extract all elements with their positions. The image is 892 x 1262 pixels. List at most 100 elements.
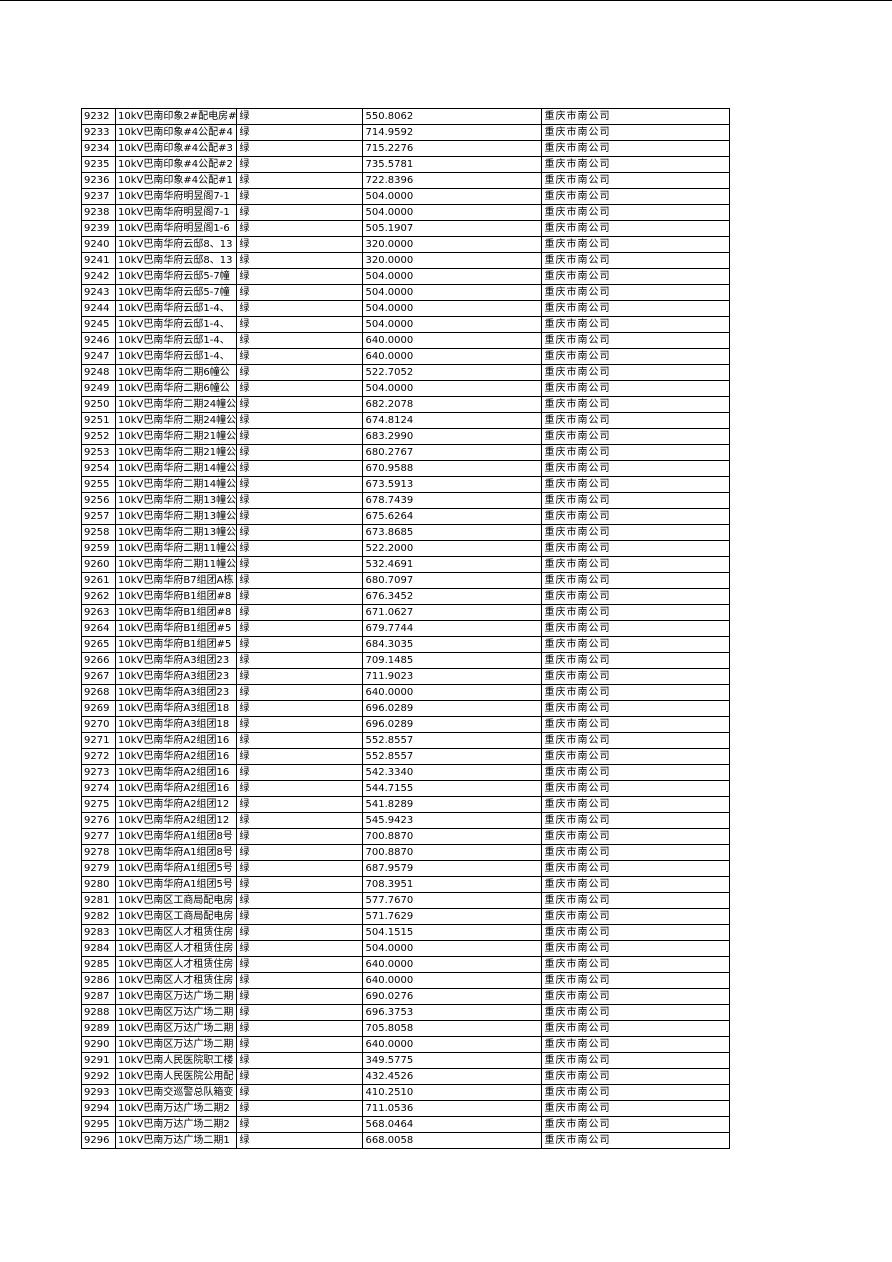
table-row: 9238 10kV巴南华府明昱阁7-1 绿 504.0000 重庆市南公司 [81,204,731,221]
row-id: 9279 [81,860,116,877]
row-id: 9268 [81,684,116,701]
status: 绿 [236,956,364,973]
table-row: 9235 10kV巴南印象#4公配#2 绿 735.5781 重庆市南公司 [81,156,731,173]
company: 重庆市南公司 [541,508,731,525]
company: 重庆市南公司 [541,380,731,397]
company: 重庆市南公司 [541,652,731,669]
table-row: 9295 10kV巴南万达广场二期2 绿 568.0464 重庆市南公司 [81,1116,731,1133]
value: 700.8870 [362,844,543,861]
row-id: 9257 [81,508,116,525]
company: 重庆市南公司 [541,332,731,349]
line-name: 10kV巴南万达广场二期2 [114,1116,238,1133]
value: 504.0000 [362,316,543,333]
line-name: 10kV巴南区万达广场二期 [114,1004,238,1021]
value: 722.8396 [362,172,543,189]
company: 重庆市南公司 [541,1100,731,1117]
table-row: 9250 10kV巴南华府二期24幢公绿 682.2078 重庆市南公司 [81,396,731,413]
status: 绿 [236,124,364,141]
line-name: 10kV巴南印象2#配电房# [114,108,238,125]
table-row: 9284 10kV巴南区人才租赁住房绿 504.0000 重庆市南公司 [81,940,731,957]
value: 504.1515 [362,924,543,941]
value: 675.6264 [362,508,543,525]
line-name: 10kV巴南华府二期14幢公 [114,476,238,493]
value: 682.2078 [362,396,543,413]
row-id: 9273 [81,764,116,781]
status: 绿 [236,780,364,797]
company: 重庆市南公司 [541,924,731,941]
row-id: 9285 [81,956,116,973]
table-row: 9248 10kV巴南华府二期6幢公绿 522.7052 重庆市南公司 [81,364,731,381]
line-name: 10kV巴南华府A1组团8号 [114,828,238,845]
value: 683.2990 [362,428,543,445]
table-row: 9296 10kV巴南万达广场二期1 绿 668.0058 重庆市南公司 [81,1132,731,1149]
value: 714.9592 [362,124,543,141]
line-name: 10kV巴南华府明昱阁1-6 [114,220,238,237]
row-id: 9288 [81,1004,116,1021]
row-id: 9245 [81,316,116,333]
table-row: 9281 10kV巴南区工商局配电房绿 577.7670 重庆市南公司 [81,892,731,909]
company: 重庆市南公司 [541,188,731,205]
company: 重庆市南公司 [541,892,731,909]
company: 重庆市南公司 [541,396,731,413]
row-id: 9233 [81,124,116,141]
row-id: 9236 [81,172,116,189]
line-name: 10kV巴南区人才租赁住房 [114,972,238,989]
table-row: 9239 10kV巴南华府明昱阁1-6 绿 505.1907 重庆市南公司 [81,220,731,237]
table-row: 9267 10kV巴南华府A3组团23 绿 711.9023 重庆市南公司 [81,668,731,685]
status: 绿 [236,540,364,557]
status: 绿 [236,588,364,605]
table-row: 9247 10kV巴南华府云邸1-4、绿 640.0000 重庆市南公司 [81,348,731,365]
row-id: 9259 [81,540,116,557]
status: 绿 [236,924,364,941]
status: 绿 [236,412,364,429]
table-row: 9290 10kV巴南区万达广场二期绿 640.0000 重庆市南公司 [81,1036,731,1053]
line-name: 10kV巴南印象#4公配#4 [114,124,238,141]
row-id: 9250 [81,396,116,413]
value: 544.7155 [362,780,543,797]
line-name: 10kV巴南华府B1组团#8 [114,604,238,621]
table-row: 9265 10kV巴南华府B1组团#5 绿 684.3035 重庆市南公司 [81,636,731,653]
table-row: 9278 10kV巴南华府A1组团8号绿 700.8870 重庆市南公司 [81,844,731,861]
row-id: 9238 [81,204,116,221]
row-id: 9258 [81,524,116,541]
line-name: 10kV巴南华府B1组团#8 [114,588,238,605]
company: 重庆市南公司 [541,156,731,173]
line-name: 10kV巴南华府A3组团23 [114,684,238,701]
company: 重庆市南公司 [541,1116,731,1133]
table-row: 9251 10kV巴南华府二期24幢公绿 674.8124 重庆市南公司 [81,412,731,429]
company: 重庆市南公司 [541,1068,731,1085]
status: 绿 [236,380,364,397]
row-id: 9295 [81,1116,116,1133]
status: 绿 [236,668,364,685]
value: 522.7052 [362,364,543,381]
company: 重庆市南公司 [541,140,731,157]
status: 绿 [236,396,364,413]
value: 640.0000 [362,684,543,701]
line-name: 10kV巴南华府明昱阁7-1 [114,204,238,221]
status: 绿 [236,876,364,893]
company: 重庆市南公司 [541,540,731,557]
table-row: 9291 10kV巴南人民医院职工楼绿 349.5775 重庆市南公司 [81,1052,731,1069]
value: 541.8289 [362,796,543,813]
value: 552.8557 [362,748,543,765]
company: 重庆市南公司 [541,636,731,653]
value: 545.9423 [362,812,543,829]
line-name: 10kV巴南区人才租赁住房 [114,924,238,941]
row-id: 9266 [81,652,116,669]
line-name: 10kV巴南华府A2组团16 [114,748,238,765]
value: 690.0276 [362,988,543,1005]
value: 680.2767 [362,444,543,461]
status: 绿 [236,684,364,701]
line-name: 10kV巴南区工商局配电房 [114,908,238,925]
status: 绿 [236,1036,364,1053]
status: 绿 [236,156,364,173]
company: 重庆市南公司 [541,300,731,317]
line-name: 10kV巴南华府云邸8、13 [114,252,238,269]
value: 676.3452 [362,588,543,605]
status: 绿 [236,476,364,493]
value: 504.0000 [362,300,543,317]
status: 绿 [236,316,364,333]
line-name: 10kV巴南华府明昱阁7-1 [114,188,238,205]
value: 640.0000 [362,348,543,365]
row-id: 9244 [81,300,116,317]
